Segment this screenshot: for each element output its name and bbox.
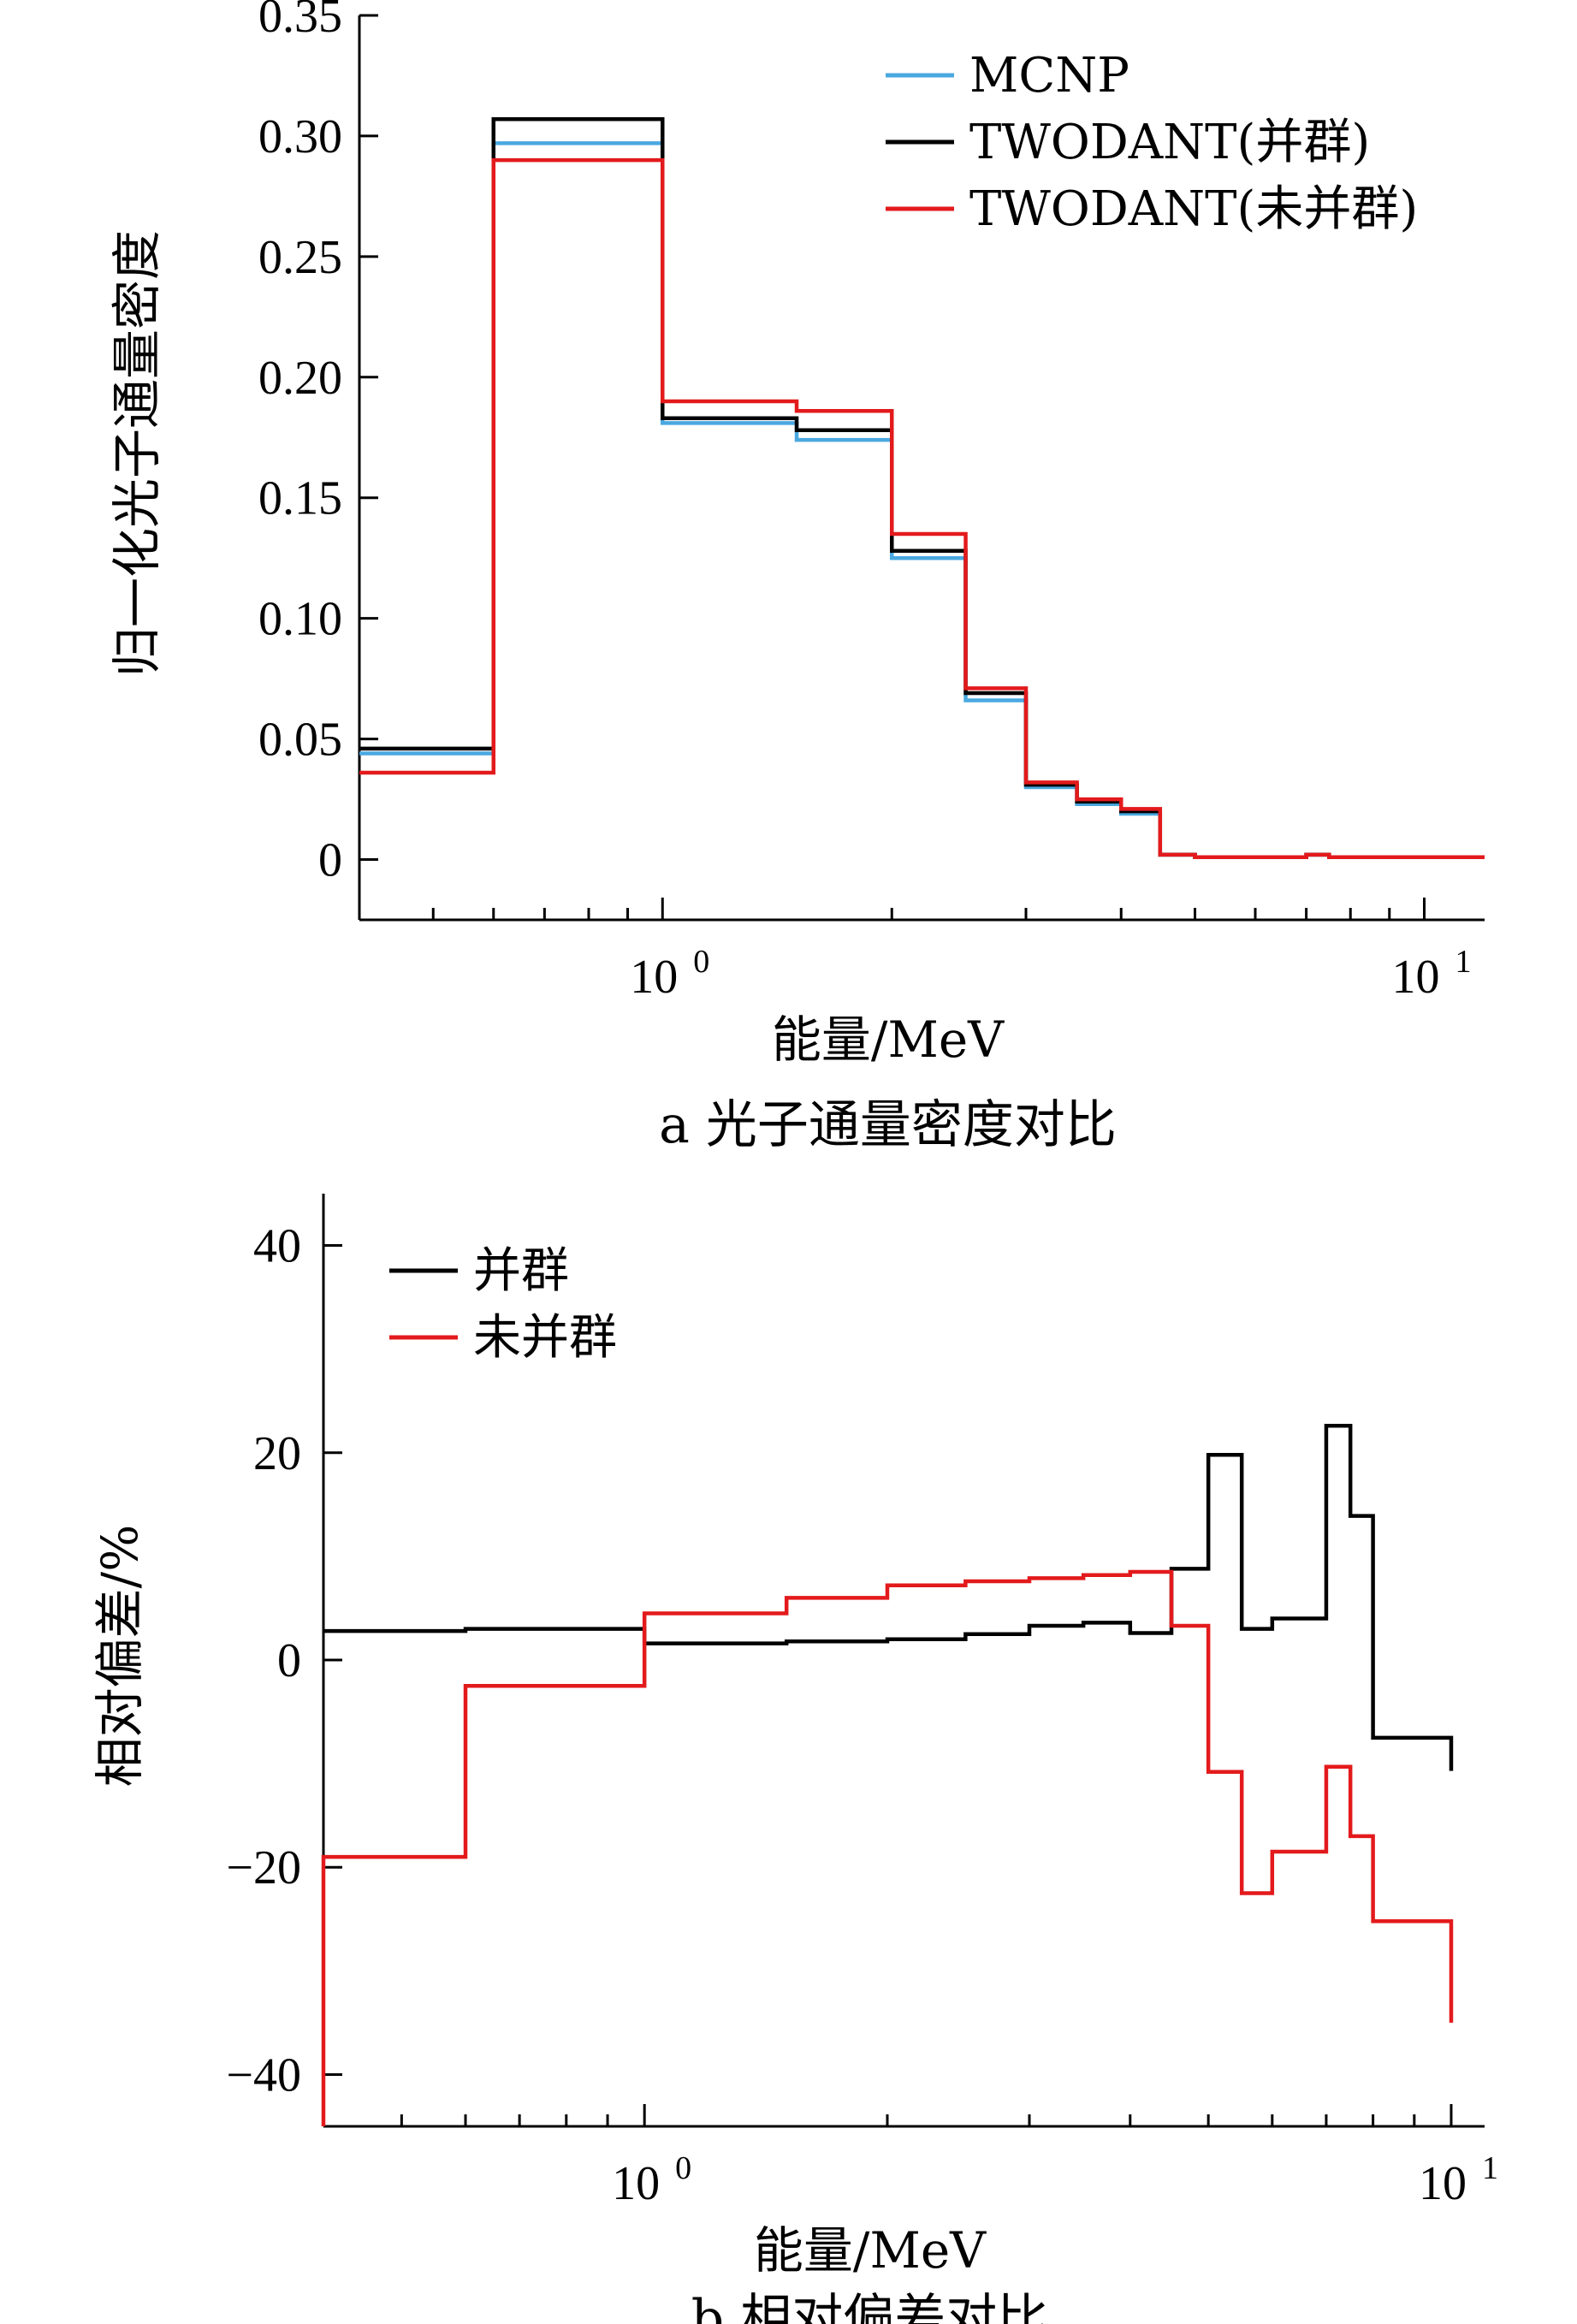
legend-label: 未并群 [473, 1310, 617, 1366]
x-tick-base: 10 [1419, 2157, 1467, 2210]
x-tick-label: 10 0 [630, 944, 709, 1004]
x-axis-label: 能量/MeV [754, 2221, 987, 2280]
y-tick-label: 0 [318, 834, 342, 887]
y-tick-label: 0.05 [258, 714, 342, 767]
x-tick-base: 10 [612, 2157, 660, 2210]
y-tick-label: 40 [253, 1220, 301, 1273]
y-tick-label: 20 [253, 1427, 301, 1480]
y-tick-label: 0.30 [258, 110, 342, 163]
legend-label: TWODANT(未并群) [969, 181, 1418, 237]
x-tick-exponent: 1 [1455, 944, 1472, 980]
x-tick-exponent: 0 [693, 944, 709, 980]
y-tick-label: 0.25 [258, 231, 342, 284]
x-tick-label: 10 1 [1419, 2150, 1498, 2210]
x-tick-exponent: 0 [675, 2150, 691, 2186]
y-axis-label: 相对偏差/% [91, 1525, 149, 1787]
x-tick-exponent: 1 [1482, 2150, 1498, 2186]
x-axis-label: 能量/MeV [772, 1011, 1005, 1069]
y-tick-label: 0.35 [258, 0, 342, 43]
legend-label: TWODANT(并群) [969, 115, 1370, 170]
y-tick-label: 0.15 [258, 472, 342, 525]
y-tick-label: −40 [226, 2048, 301, 2102]
legend-label: MCNP [969, 48, 1129, 104]
series-line-0 [323, 1424, 1454, 1771]
legend-label: 并群 [473, 1243, 569, 1299]
series-line-1 [321, 1569, 1454, 2126]
y-tick-label: 0.10 [258, 593, 342, 646]
y-axis-label: 归一化光子通量密度 [108, 230, 166, 677]
legend: MCNP TWODANT(并群) TWODANT(未并群) [886, 48, 1418, 237]
series-line-2 [359, 157, 1485, 859]
y-tick-label: 0 [277, 1634, 301, 1687]
x-tick-label: 10 0 [612, 2150, 691, 2210]
chart-b: −40 −20 0 20 40 10 0 10 1 能量/MeV 相对偏差/% b 相对偏差对比 并群未… [91, 1194, 1498, 2324]
x-tick-base: 10 [1392, 951, 1440, 1004]
chart-a: 0 0.05 0.10 0.15 0.20 0.25 0.30 0.35 10 0 10 1 能量/Me… [108, 0, 1485, 1155]
x-tick-label: 10 1 [1392, 944, 1472, 1004]
series-line-0 [359, 141, 1485, 859]
y-tick-label: 0.20 [258, 352, 342, 405]
chart-caption: a 光子通量密度对比 [659, 1095, 1117, 1155]
chart-caption: b 相对偏差对比 [691, 2289, 1048, 2324]
x-tick-base: 10 [630, 951, 678, 1004]
y-tick-label: −20 [226, 1841, 301, 1894]
